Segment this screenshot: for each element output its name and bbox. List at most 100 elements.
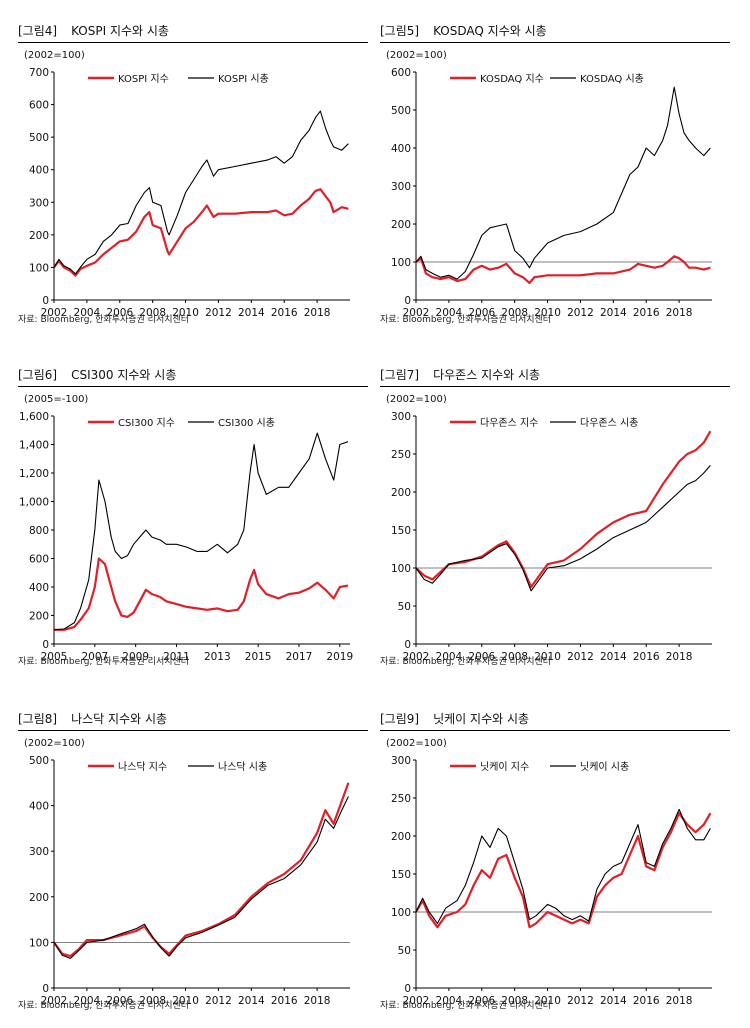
chart-kospi: 0 100 200 300 400 500 600 700 2002 2004 2006 2008 20… <box>29 67 350 319</box>
y-tick-label: 0 <box>404 639 411 651</box>
x-tick-label: 2018 <box>666 307 693 319</box>
series-line-index <box>415 812 712 929</box>
x-tick-label: 2002 <box>41 995 68 1007</box>
x-tick-label: 2016 <box>633 995 660 1007</box>
y-tick-label: 200 <box>391 219 411 231</box>
panel-title: [그림7] 다우존스 지수와 시총 <box>380 364 730 387</box>
legend-label: KOSPI 지수 <box>118 73 169 85</box>
series-line-index <box>53 188 349 277</box>
y-tick-label: 0 <box>404 295 411 307</box>
y-tick-label: 100 <box>391 257 411 269</box>
x-tick-label: 2007 <box>81 651 108 663</box>
x-tick-label: 2010 <box>172 995 199 1007</box>
source-note: 자료: Bloomberg, 한화투자증권 리서치센터 <box>380 315 552 325</box>
legend-label: 나스닥 시총 <box>218 761 267 773</box>
x-tick-label: 2005 <box>41 651 68 663</box>
x-tick-label: 2017 <box>286 651 313 663</box>
y-tick-label: 400 <box>391 143 411 155</box>
x-tick-label: 2014 <box>600 651 627 663</box>
x-tick-label: 2004 <box>74 307 101 319</box>
x-tick-label: 2014 <box>238 307 265 319</box>
panel-title: [그림5] KOSDAQ 지수와 시총 <box>380 20 730 43</box>
panel-kospi: [그림4] KOSPI 지수와 시총 (2002=100) 0 100 200 300 4… <box>18 20 368 340</box>
figure-number: [그림6] <box>18 368 58 382</box>
y-tick-label: 200 <box>391 831 411 843</box>
x-tick-label: 2015 <box>245 651 272 663</box>
x-tick-label: 2006 <box>468 651 495 663</box>
x-tick-label: 2012 <box>567 995 594 1007</box>
series-line-market-cap <box>53 796 349 959</box>
y-tick-label: 200 <box>29 892 49 904</box>
y-tick-label: 250 <box>391 449 411 461</box>
y-tick-label: 200 <box>29 230 49 242</box>
series-line-index <box>54 557 349 631</box>
x-tick-label: 2008 <box>139 307 166 319</box>
legend-label: 나스닥 지수 <box>118 761 167 773</box>
y-tick-label: 0 <box>42 639 49 651</box>
x-tick-label: 2004 <box>436 307 463 319</box>
x-tick-label: 2011 <box>163 651 190 663</box>
x-tick-label: 2018 <box>304 995 331 1007</box>
figure-number: [그림7] <box>380 368 420 382</box>
chart-csi300: 0 200 400 600 800 1,000 1,200 1,400 1,600 2005 200… <box>19 411 353 663</box>
x-tick-label: 2002 <box>403 307 430 319</box>
chart-nasdaq: 0 100 200 300 400 500 2002 2004 2006 2008 2010 2012… <box>29 755 350 1007</box>
y-tick-label: 100 <box>391 563 411 575</box>
panel-csi300: [그림6] CSI300 지수와 시총 (2005=-100) 0 200 400 60… <box>18 364 368 684</box>
x-tick-label: 2006 <box>468 995 495 1007</box>
legend-label: 다우존스 시총 <box>580 417 638 429</box>
panel-title: [그림9] 닛케이 지수와 시총 <box>380 708 730 731</box>
panel-title: [그림8] 나스닥 지수와 시총 <box>18 708 368 731</box>
legend-label: KOSDAQ 시총 <box>580 73 644 85</box>
series-line-market-cap <box>415 808 711 924</box>
y-tick-label: 400 <box>29 801 49 813</box>
x-tick-label: 2013 <box>204 651 231 663</box>
x-tick-label: 2010 <box>172 307 199 319</box>
x-tick-label: 2018 <box>304 307 331 319</box>
y-tick-label: 500 <box>391 105 411 117</box>
y-tick-label: 50 <box>398 601 411 613</box>
legend-label: CSI300 지수 <box>118 417 175 429</box>
y-tick-label: 100 <box>29 937 49 949</box>
x-tick-label: 2009 <box>122 651 149 663</box>
panel-kosdaq: [그림5] KOSDAQ 지수와 시총 (2002=100) 0 100 200 300… <box>380 20 730 340</box>
y-tick-label: 150 <box>391 525 411 537</box>
y-tick-label: 300 <box>29 846 49 858</box>
y-tick-label: 300 <box>391 411 411 423</box>
x-tick-label: 2012 <box>567 651 594 663</box>
unit-label: (2002=100) <box>24 738 85 749</box>
chart-title: CSI300 지수와 시총 <box>71 368 177 382</box>
panel-dow: [그림7] 다우존스 지수와 시총 (2002=100) 0 50 100 150 200… <box>380 364 730 684</box>
legend-label: 닛케이 지수 <box>480 761 529 773</box>
unit-label: (2002=100) <box>386 50 447 61</box>
x-tick-label: 2016 <box>633 651 660 663</box>
legend-label: KOSPI 시총 <box>218 73 269 85</box>
source-note: 자료: Bloomberg, 한화투자증권 리서치센터 <box>380 657 552 667</box>
series-line-index <box>53 782 350 958</box>
y-tick-label: 150 <box>391 869 411 881</box>
unit-label: (2005=-100) <box>24 394 89 405</box>
chart-title: 다우존스 지수와 시총 <box>433 368 541 382</box>
chart-dow: 0 50 100 150 200 250 300 2002 2004 2006 2008 2010 20… <box>391 411 712 663</box>
figure-number: [그림9] <box>380 712 420 726</box>
y-tick-label: 100 <box>29 262 49 274</box>
chart-title: 닛케이 지수와 시총 <box>433 712 530 726</box>
x-tick-label: 2016 <box>271 307 298 319</box>
x-tick-label: 2002 <box>403 995 430 1007</box>
y-tick-label: 400 <box>29 582 49 594</box>
x-tick-label: 2012 <box>205 995 232 1007</box>
unit-label: (2002=100) <box>24 50 85 61</box>
y-tick-label: 1,200 <box>19 468 49 480</box>
source-note: 자료: Bloomberg, 한화투자증권 리서치센터 <box>18 657 190 667</box>
y-tick-label: 100 <box>391 907 411 919</box>
x-tick-label: 2018 <box>666 995 693 1007</box>
series-line-index <box>415 255 711 284</box>
y-tick-label: 200 <box>391 487 411 499</box>
x-tick-label: 2010 <box>534 995 561 1007</box>
x-tick-label: 2012 <box>205 307 232 319</box>
legend-label: CSI300 시총 <box>218 417 275 429</box>
y-tick-label: 300 <box>391 181 411 193</box>
x-tick-label: 2008 <box>139 995 166 1007</box>
panel-title: [그림6] CSI300 지수와 시총 <box>18 364 368 387</box>
x-tick-label: 2014 <box>238 995 265 1007</box>
